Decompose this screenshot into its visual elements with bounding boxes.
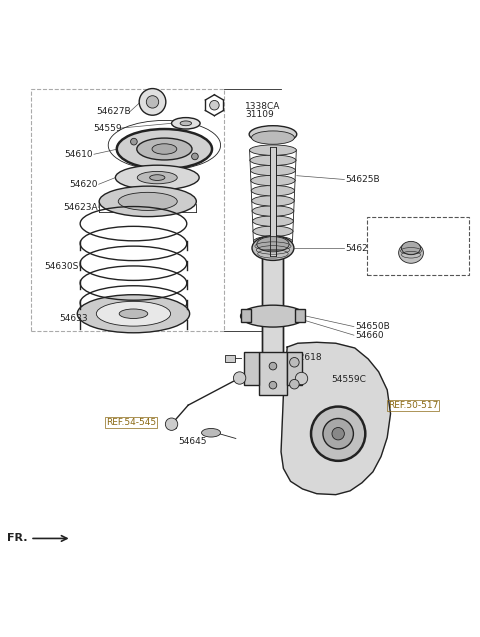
Ellipse shape [252, 185, 295, 196]
Text: 54559: 54559 [93, 124, 121, 132]
Circle shape [269, 362, 277, 370]
Ellipse shape [99, 186, 196, 217]
Circle shape [295, 372, 308, 385]
Ellipse shape [252, 206, 294, 216]
Ellipse shape [152, 144, 177, 154]
Ellipse shape [249, 125, 297, 143]
Circle shape [289, 357, 299, 367]
Ellipse shape [253, 236, 292, 247]
Bar [31, 89, 224, 331]
Text: 54626: 54626 [436, 248, 464, 257]
Ellipse shape [117, 129, 212, 169]
Ellipse shape [251, 175, 295, 186]
Circle shape [233, 372, 246, 384]
Text: 54623A: 54623A [63, 203, 98, 212]
Text: 54610: 54610 [64, 150, 93, 159]
Ellipse shape [202, 429, 221, 437]
Ellipse shape [398, 242, 423, 263]
Bar [244, 352, 259, 385]
Bar [171, 420, 176, 428]
Ellipse shape [96, 301, 170, 326]
Text: (FFV): (FFV) [376, 218, 400, 228]
Text: 54660: 54660 [355, 331, 384, 340]
Text: 54620: 54620 [69, 180, 98, 189]
Text: 1338CA: 1338CA [245, 102, 281, 111]
Text: FR.: FR. [7, 533, 27, 543]
Circle shape [192, 153, 198, 160]
Text: 54559C: 54559C [331, 375, 366, 384]
Bar [287, 352, 301, 385]
Ellipse shape [240, 305, 305, 327]
Ellipse shape [252, 196, 294, 206]
Ellipse shape [251, 165, 296, 176]
Bar [295, 310, 305, 322]
Text: 31109: 31109 [245, 110, 274, 119]
Ellipse shape [150, 175, 165, 180]
Circle shape [332, 427, 344, 440]
Bar [263, 255, 283, 359]
Ellipse shape [253, 226, 293, 236]
Ellipse shape [252, 236, 294, 261]
Ellipse shape [171, 118, 200, 129]
Circle shape [139, 89, 166, 115]
Ellipse shape [250, 155, 296, 166]
Ellipse shape [252, 216, 293, 226]
Circle shape [146, 96, 159, 108]
Text: 54645: 54645 [179, 437, 207, 446]
Ellipse shape [119, 309, 148, 318]
Text: 54627B: 54627B [96, 107, 131, 116]
Text: 54633: 54633 [60, 314, 88, 323]
Text: REF.50-517: REF.50-517 [388, 401, 439, 410]
Circle shape [323, 419, 353, 449]
Ellipse shape [137, 138, 192, 160]
Ellipse shape [118, 192, 177, 210]
Circle shape [165, 418, 178, 431]
Bar [259, 352, 287, 395]
Polygon shape [281, 342, 391, 495]
Ellipse shape [137, 171, 177, 183]
Ellipse shape [250, 145, 296, 155]
Text: 54630S: 54630S [44, 262, 79, 271]
Text: 62618: 62618 [293, 353, 322, 362]
Circle shape [131, 138, 137, 145]
Text: 54626A: 54626A [345, 243, 380, 252]
Ellipse shape [252, 131, 294, 144]
Bar [270, 147, 276, 255]
Ellipse shape [115, 165, 199, 190]
Circle shape [210, 101, 219, 110]
Ellipse shape [77, 295, 190, 333]
Circle shape [311, 406, 365, 461]
Text: 54625B: 54625B [345, 175, 380, 184]
Ellipse shape [401, 241, 420, 255]
Bar [367, 217, 469, 275]
Bar [225, 355, 235, 362]
Text: 54650B: 54650B [355, 322, 390, 331]
Ellipse shape [257, 236, 289, 252]
Ellipse shape [180, 121, 192, 125]
Circle shape [289, 380, 299, 389]
Text: REF.54-545: REF.54-545 [106, 418, 156, 427]
Bar [240, 310, 251, 322]
Circle shape [269, 382, 277, 389]
